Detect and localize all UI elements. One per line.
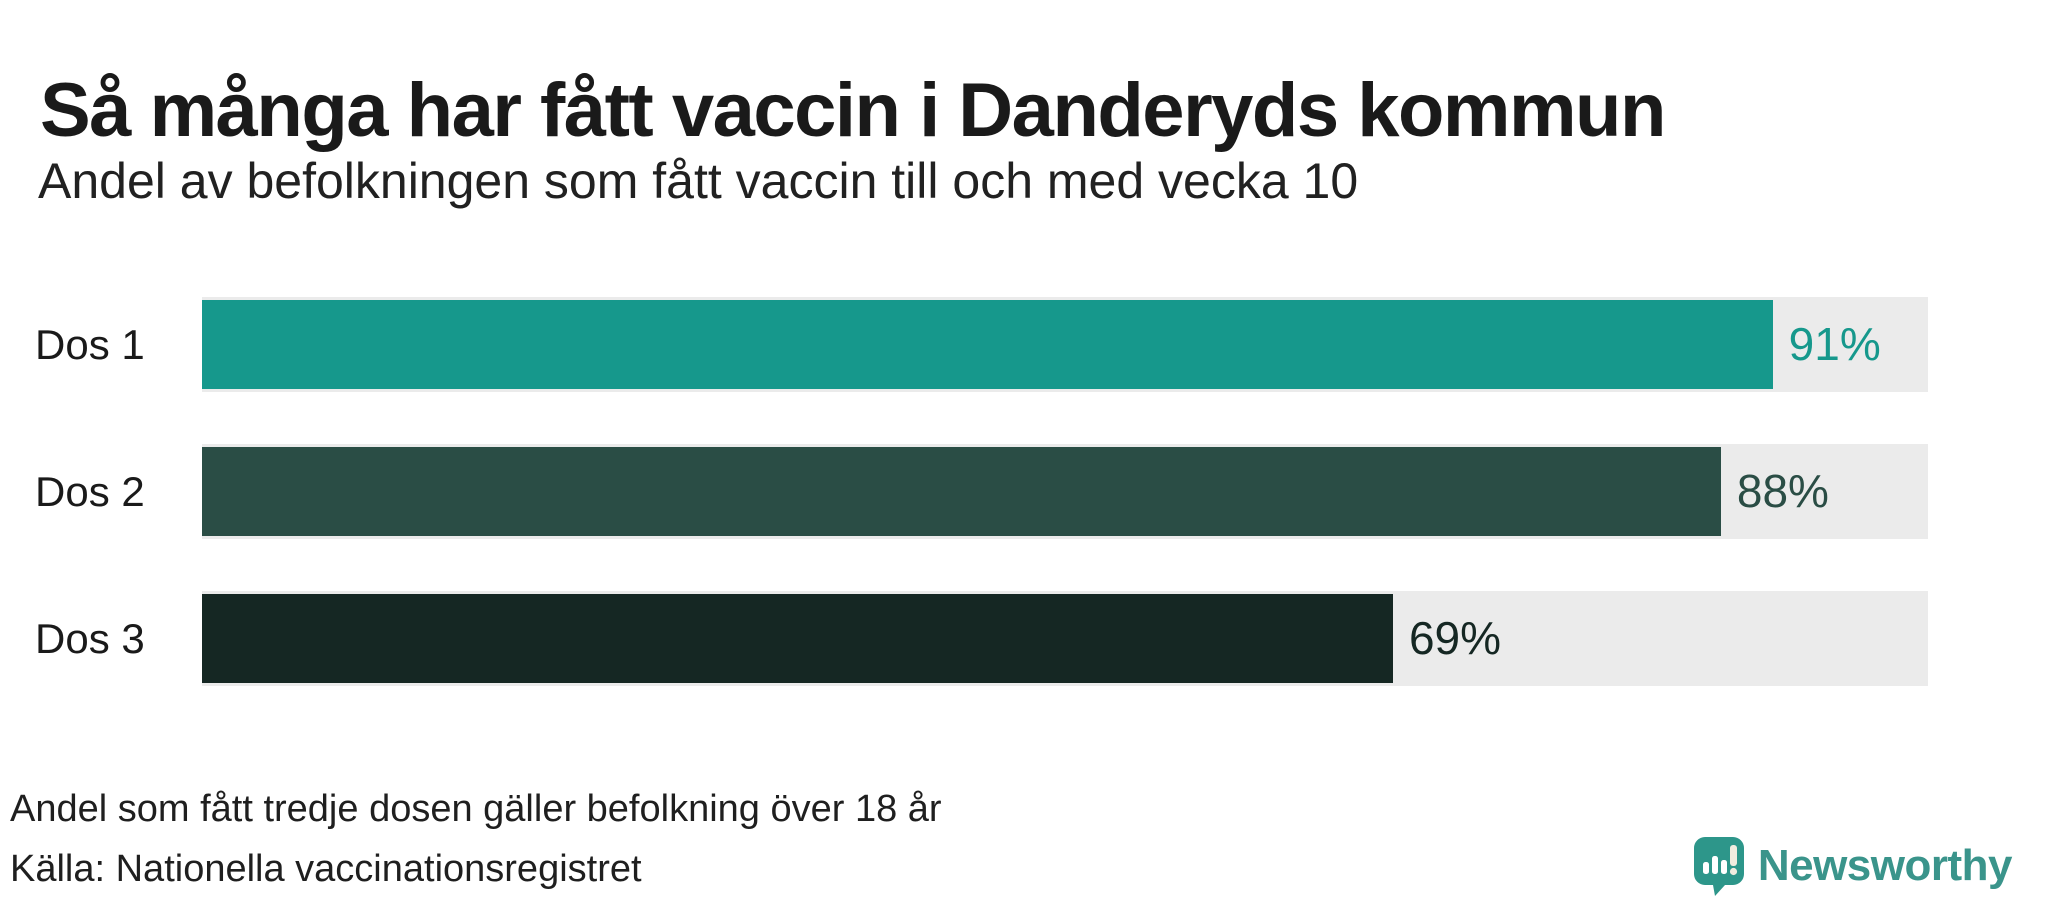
bar-value-label: 88%: [1736, 465, 1829, 517]
bar-value-label: 69%: [1408, 612, 1502, 664]
bar-row: Dos 2 88%: [0, 444, 2048, 539]
bar-track: 69%: [202, 591, 1928, 686]
bar-row: Dos 3 69%: [0, 591, 2048, 686]
chart-source: Källa: Nationella vaccinationsregistret: [10, 848, 642, 890]
newsworthy-speech-bubble-chart-icon: [1693, 836, 1745, 896]
chart-title: Så många har fått vaccin i Danderyds kom…: [40, 67, 1666, 153]
bar-fill: [202, 594, 1393, 683]
bar-fill: [202, 300, 1773, 389]
bar-track: 91%: [202, 297, 1928, 392]
bar-chart: Dos 1 91% Dos 2 88% Dos 3 69%: [0, 297, 2048, 738]
bar-label: Dos 1: [35, 320, 145, 368]
bar-label: Dos 2: [35, 467, 145, 515]
chart-footnote: Andel som fått tredje dosen gäller befol…: [10, 788, 942, 830]
bar-fill: [202, 447, 1721, 536]
newsworthy-wordmark: Newsworthy: [1757, 841, 2013, 890]
bar-label: Dos 3: [35, 614, 145, 662]
bar-row: Dos 1 91%: [0, 297, 2048, 392]
bar-track: 88%: [202, 444, 1928, 539]
chart-subtitle: Andel av befolkningen som fått vaccin ti…: [38, 153, 1359, 209]
newsworthy-logo: Newsworthy: [1693, 836, 2013, 896]
bar-value-label: 91%: [1788, 318, 1881, 370]
